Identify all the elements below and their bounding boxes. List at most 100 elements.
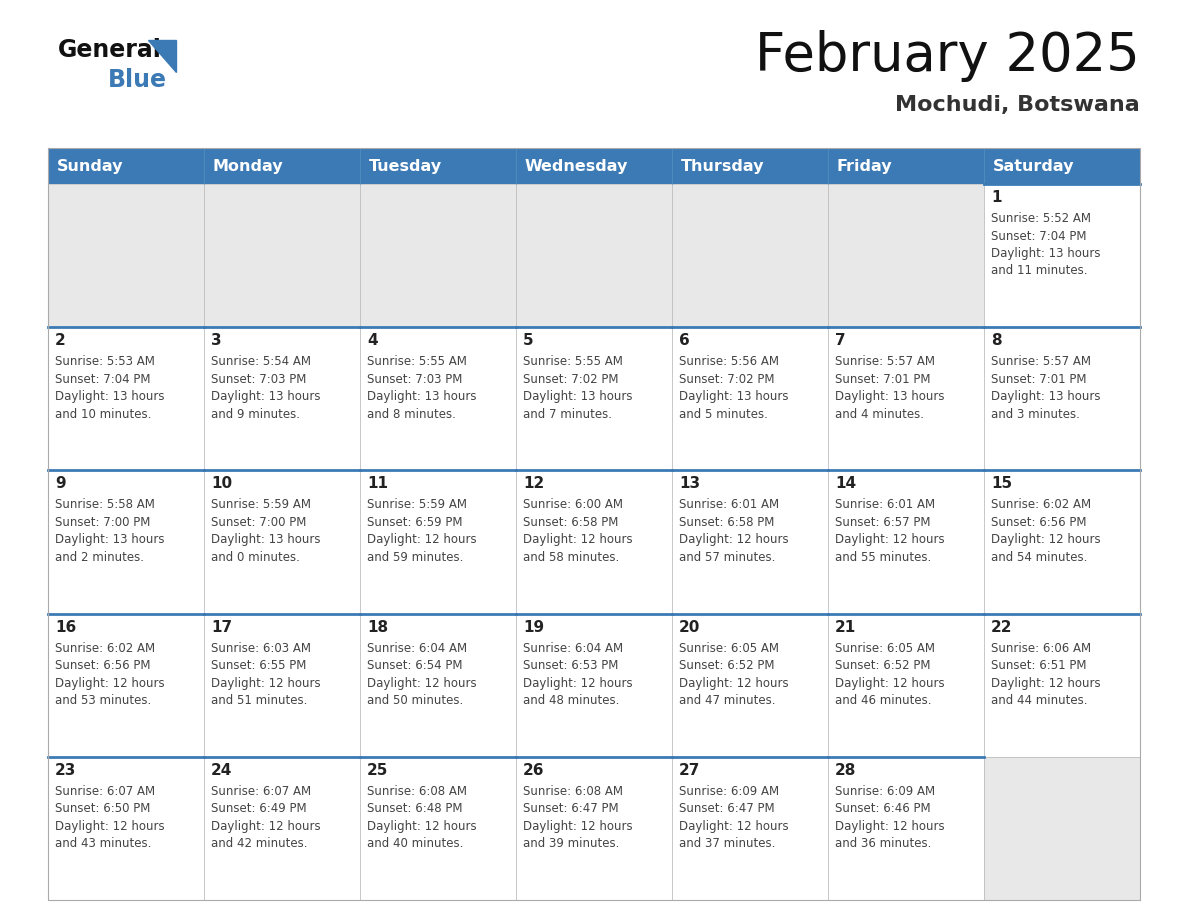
Bar: [48, 184, 204, 327]
Text: Sunset: 6:46 PM: Sunset: 6:46 PM: [835, 802, 930, 815]
Text: 16: 16: [55, 620, 76, 634]
Text: Sunrise: 5:59 AM: Sunrise: 5:59 AM: [211, 498, 311, 511]
Bar: [204, 184, 360, 327]
Text: 4: 4: [367, 333, 378, 348]
Text: and 44 minutes.: and 44 minutes.: [991, 694, 1087, 707]
Text: Sunrise: 6:04 AM: Sunrise: 6:04 AM: [367, 642, 467, 655]
Text: and 8 minutes.: and 8 minutes.: [367, 408, 456, 420]
Bar: [672, 470, 828, 613]
Text: Monday: Monday: [213, 160, 284, 174]
Bar: [984, 470, 1140, 613]
Text: Sunrise: 6:02 AM: Sunrise: 6:02 AM: [55, 642, 156, 655]
Bar: [516, 470, 672, 613]
Text: and 5 minutes.: and 5 minutes.: [680, 408, 767, 420]
Text: Daylight: 12 hours: Daylight: 12 hours: [680, 820, 789, 833]
Text: 24: 24: [211, 763, 233, 778]
Text: Daylight: 12 hours: Daylight: 12 hours: [55, 677, 165, 689]
Text: and 46 minutes.: and 46 minutes.: [835, 694, 931, 707]
Text: Sunset: 6:48 PM: Sunset: 6:48 PM: [367, 802, 462, 815]
Bar: [516, 613, 672, 756]
Text: Sunset: 7:04 PM: Sunset: 7:04 PM: [55, 373, 151, 386]
Text: 14: 14: [835, 476, 857, 491]
Text: Sunrise: 5:56 AM: Sunrise: 5:56 AM: [680, 355, 779, 368]
Text: 26: 26: [523, 763, 544, 778]
Bar: [360, 613, 516, 756]
Text: Daylight: 13 hours: Daylight: 13 hours: [55, 533, 164, 546]
Bar: [828, 184, 984, 327]
Text: Daylight: 12 hours: Daylight: 12 hours: [680, 677, 789, 689]
Bar: [204, 756, 360, 900]
Text: Sunset: 6:51 PM: Sunset: 6:51 PM: [991, 659, 1087, 672]
Text: February 2025: February 2025: [756, 30, 1140, 82]
Text: Daylight: 12 hours: Daylight: 12 hours: [991, 677, 1100, 689]
Text: Sunset: 6:54 PM: Sunset: 6:54 PM: [367, 659, 462, 672]
Text: Daylight: 13 hours: Daylight: 13 hours: [991, 247, 1100, 260]
Text: Sunset: 6:52 PM: Sunset: 6:52 PM: [835, 659, 930, 672]
Text: 15: 15: [991, 476, 1012, 491]
Text: Sunrise: 6:05 AM: Sunrise: 6:05 AM: [835, 642, 935, 655]
Text: 19: 19: [523, 620, 544, 634]
Text: Sunrise: 6:00 AM: Sunrise: 6:00 AM: [523, 498, 623, 511]
Text: and 39 minutes.: and 39 minutes.: [523, 837, 619, 850]
Text: Sunrise: 6:08 AM: Sunrise: 6:08 AM: [367, 785, 467, 798]
Text: Daylight: 12 hours: Daylight: 12 hours: [55, 820, 165, 833]
Text: Sunrise: 6:05 AM: Sunrise: 6:05 AM: [680, 642, 779, 655]
Text: Sunrise: 5:57 AM: Sunrise: 5:57 AM: [991, 355, 1091, 368]
Text: Sunset: 6:59 PM: Sunset: 6:59 PM: [367, 516, 462, 529]
Text: Daylight: 12 hours: Daylight: 12 hours: [835, 533, 944, 546]
Text: Sunset: 7:01 PM: Sunset: 7:01 PM: [835, 373, 930, 386]
Text: 6: 6: [680, 333, 690, 348]
Text: and 0 minutes.: and 0 minutes.: [211, 551, 299, 564]
Bar: [48, 756, 204, 900]
Text: Daylight: 12 hours: Daylight: 12 hours: [367, 820, 476, 833]
Text: Sunset: 7:00 PM: Sunset: 7:00 PM: [55, 516, 151, 529]
Bar: [516, 184, 672, 327]
Text: Sunset: 7:03 PM: Sunset: 7:03 PM: [211, 373, 307, 386]
Text: 25: 25: [367, 763, 388, 778]
Bar: [984, 756, 1140, 900]
Text: Daylight: 13 hours: Daylight: 13 hours: [523, 390, 632, 403]
Bar: [48, 470, 204, 613]
Text: Daylight: 13 hours: Daylight: 13 hours: [680, 390, 789, 403]
Text: Sunrise: 5:59 AM: Sunrise: 5:59 AM: [367, 498, 467, 511]
Text: Daylight: 12 hours: Daylight: 12 hours: [680, 533, 789, 546]
Text: and 3 minutes.: and 3 minutes.: [991, 408, 1080, 420]
Text: Sunrise: 6:07 AM: Sunrise: 6:07 AM: [55, 785, 156, 798]
Text: Sunset: 6:56 PM: Sunset: 6:56 PM: [55, 659, 151, 672]
Text: and 36 minutes.: and 36 minutes.: [835, 837, 931, 850]
Text: Sunset: 6:57 PM: Sunset: 6:57 PM: [835, 516, 930, 529]
Text: General: General: [58, 38, 162, 62]
Text: 28: 28: [835, 763, 857, 778]
Bar: [828, 470, 984, 613]
Text: Daylight: 13 hours: Daylight: 13 hours: [835, 390, 944, 403]
Text: Sunrise: 5:53 AM: Sunrise: 5:53 AM: [55, 355, 154, 368]
Text: Sunrise: 6:04 AM: Sunrise: 6:04 AM: [523, 642, 624, 655]
Text: 27: 27: [680, 763, 701, 778]
Bar: [984, 613, 1140, 756]
Bar: [204, 613, 360, 756]
Text: Daylight: 12 hours: Daylight: 12 hours: [991, 533, 1100, 546]
Text: Sunrise: 6:09 AM: Sunrise: 6:09 AM: [680, 785, 779, 798]
Text: and 59 minutes.: and 59 minutes.: [367, 551, 463, 564]
Text: 3: 3: [211, 333, 222, 348]
Text: Sunrise: 6:02 AM: Sunrise: 6:02 AM: [991, 498, 1091, 511]
Text: Sunrise: 6:09 AM: Sunrise: 6:09 AM: [835, 785, 935, 798]
Text: Daylight: 12 hours: Daylight: 12 hours: [211, 677, 321, 689]
Text: and 55 minutes.: and 55 minutes.: [835, 551, 931, 564]
Bar: [672, 327, 828, 470]
Bar: [828, 327, 984, 470]
Text: and 2 minutes.: and 2 minutes.: [55, 551, 144, 564]
Text: Sunset: 6:50 PM: Sunset: 6:50 PM: [55, 802, 151, 815]
Text: 11: 11: [367, 476, 388, 491]
Text: 1: 1: [991, 190, 1001, 205]
Text: Sunrise: 6:01 AM: Sunrise: 6:01 AM: [680, 498, 779, 511]
Text: Daylight: 12 hours: Daylight: 12 hours: [367, 533, 476, 546]
Text: Wednesday: Wednesday: [525, 160, 628, 174]
Text: Tuesday: Tuesday: [369, 160, 442, 174]
Text: and 48 minutes.: and 48 minutes.: [523, 694, 619, 707]
Text: Daylight: 13 hours: Daylight: 13 hours: [211, 390, 321, 403]
Text: and 4 minutes.: and 4 minutes.: [835, 408, 924, 420]
Text: and 57 minutes.: and 57 minutes.: [680, 551, 776, 564]
Bar: [828, 756, 984, 900]
Text: 9: 9: [55, 476, 65, 491]
